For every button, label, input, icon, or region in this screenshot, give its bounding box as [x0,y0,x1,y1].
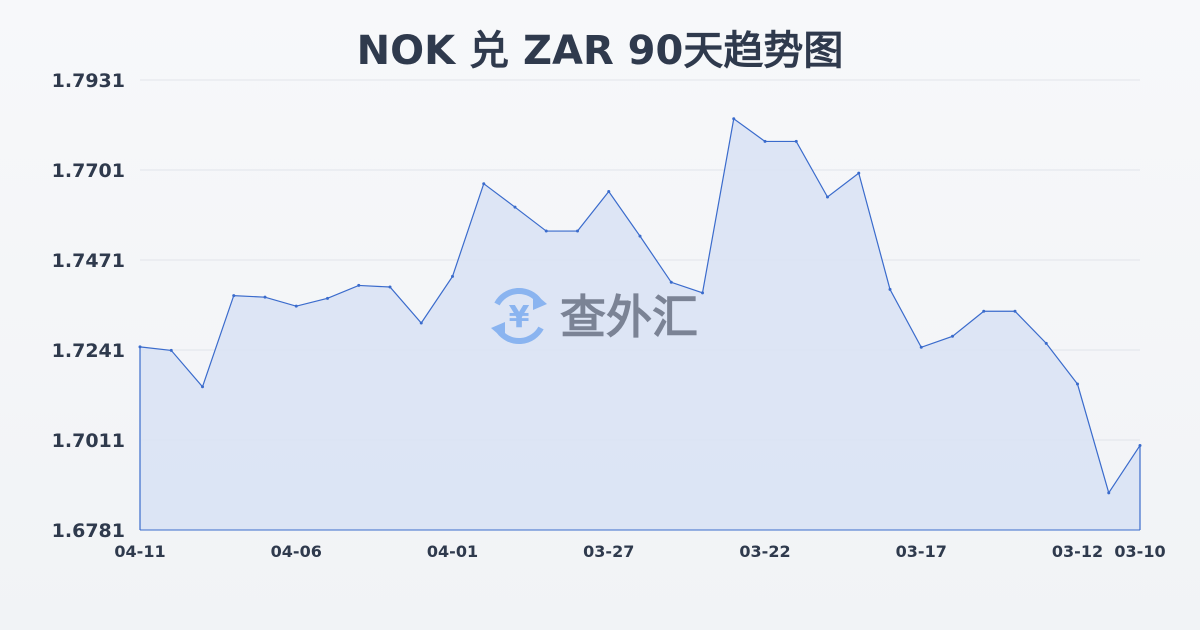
data-point [732,117,736,121]
data-point [544,229,548,233]
data-point [794,139,798,143]
data-point [232,294,236,298]
data-point [201,385,204,389]
svg-text:¥: ¥ [509,300,530,335]
data-point [451,274,454,278]
x-tick-label: 03-10 [1114,542,1165,561]
data-point [576,229,579,233]
data-point [263,295,267,299]
data-point [513,205,517,209]
data-point [701,291,704,295]
data-point [1107,491,1111,495]
area-fill [140,118,1140,530]
data-point [1013,309,1017,313]
x-tick-label: 03-17 [896,542,947,561]
x-tick-label: 03-22 [739,542,790,561]
x-tick-label: 03-12 [1052,542,1103,561]
data-point [388,285,392,289]
data-point [419,321,423,325]
data-point [1138,443,1142,447]
data-point [357,283,361,287]
y-tick-label: 1.6781 [52,520,125,542]
y-tick-label: 1.7931 [52,70,125,92]
yen-exchange-icon: ¥ [491,287,547,345]
x-tick-label: 04-01 [427,542,478,561]
data-point [857,171,861,175]
data-point [763,139,767,143]
data-point [888,287,892,291]
data-point [919,345,923,349]
y-tick-label: 1.7011 [52,430,125,452]
x-tick-label: 04-06 [271,542,322,561]
data-point [326,296,329,300]
data-point [482,182,486,186]
watermark: ¥ 查外汇 [491,287,698,345]
y-tick-label: 1.7241 [52,340,125,362]
data-point [826,195,829,199]
data-point [1044,341,1048,345]
data-point [951,334,954,338]
y-tick-label: 1.7701 [52,160,125,182]
x-tick-label: 03-27 [583,542,634,561]
data-point [294,304,298,308]
chart-title: NOK 兑 ZAR 90天趋势图 [356,28,844,74]
data-point [669,280,673,284]
data-point [1076,382,1079,386]
x-tick-label: 04-11 [114,542,165,561]
data-point [169,348,173,352]
data-point [982,309,986,313]
data-point [607,190,611,194]
y-tick-label: 1.7471 [52,250,125,272]
data-point [138,345,142,349]
watermark-text: 查外汇 [560,290,698,344]
data-point [638,234,642,238]
